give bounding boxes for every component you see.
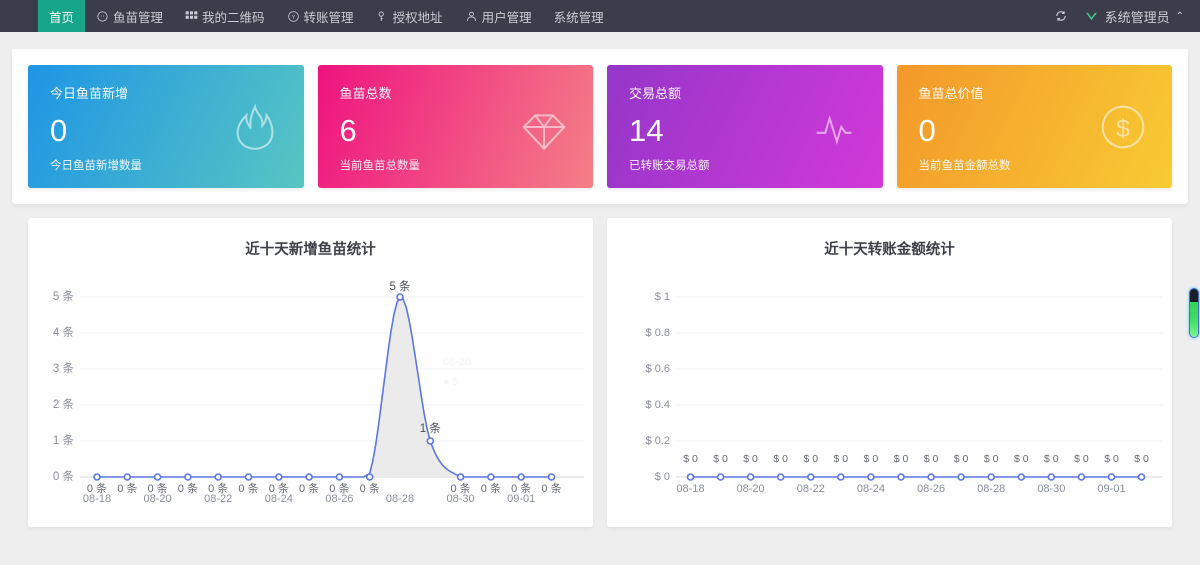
svg-text:0 条: 0 条 [238,481,258,495]
svg-text:0 条: 0 条 [178,481,198,495]
svg-text:$ 0: $ 0 [655,471,670,483]
svg-text:4 条: 4 条 [53,325,75,339]
svg-text:08-28: 08-28 [443,356,471,368]
svg-text:$ 0.6: $ 0.6 [646,363,670,375]
svg-text:$ 0: $ 0 [713,453,728,465]
svg-text:0 条: 0 条 [53,469,75,483]
svg-text:0 条: 0 条 [481,481,501,495]
svg-text:2 条: 2 条 [53,397,75,411]
svg-text:$ 0: $ 0 [803,453,818,465]
svg-text:$ 0: $ 0 [894,453,909,465]
svg-text:$ 0: $ 0 [954,453,969,465]
svg-text:$ 0: $ 0 [1044,453,1059,465]
svg-text:$ 0: $ 0 [773,453,788,465]
svg-text:$ 0: $ 0 [1104,453,1119,465]
svg-text:$ 0: $ 0 [924,453,939,465]
svg-text:08-24: 08-24 [265,493,293,505]
svg-text:08-20: 08-20 [737,483,765,495]
svg-text:08-22: 08-22 [797,483,825,495]
svg-text:$ 0: $ 0 [743,453,758,465]
svg-text:1 条: 1 条 [420,421,442,435]
svg-text:5 条: 5 条 [53,289,75,303]
svg-text:0 条: 0 条 [360,481,380,495]
svg-text:$ 0.2: $ 0.2 [646,435,670,447]
svg-text:08-18: 08-18 [83,493,111,505]
svg-text:$ 0: $ 0 [864,453,879,465]
svg-text:$ 0: $ 0 [833,453,848,465]
svg-text:09-01: 09-01 [507,493,535,505]
svg-text:08-28: 08-28 [386,493,414,505]
svg-text:08-22: 08-22 [204,493,232,505]
svg-text:$ 0: $ 0 [984,453,999,465]
svg-text:$ 0.8: $ 0.8 [646,327,670,339]
svg-text:08-30: 08-30 [1037,483,1065,495]
svg-text:$ 0: $ 0 [1074,453,1089,465]
svg-text:3 条: 3 条 [53,361,75,375]
svg-text:5 条: 5 条 [389,279,411,293]
svg-text:08-18: 08-18 [676,483,704,495]
svg-text:$ 0: $ 0 [1134,453,1149,465]
svg-text:$ 1: $ 1 [655,291,670,303]
svg-text:08-28: 08-28 [977,483,1005,495]
svg-text:08-26: 08-26 [325,493,353,505]
svg-text:$ 0: $ 0 [683,453,698,465]
svg-text:$: $ [1116,116,1130,143]
svg-text:0 条: 0 条 [541,481,561,495]
svg-text:Y: Y [291,14,295,20]
svg-text:08-30: 08-30 [447,493,475,505]
svg-text:1 条: 1 条 [53,433,75,447]
svg-text:0 条: 0 条 [299,481,319,495]
svg-text:08-26: 08-26 [917,483,945,495]
svg-text:$ 0.4: $ 0.4 [646,399,670,411]
svg-text:08-20: 08-20 [144,493,172,505]
svg-text:0 条: 0 条 [117,481,137,495]
svg-text:08-24: 08-24 [857,483,885,495]
svg-text:● 5: ● 5 [443,376,459,388]
svg-text:$ 0: $ 0 [1014,453,1029,465]
svg-text:09-01: 09-01 [1097,483,1125,495]
